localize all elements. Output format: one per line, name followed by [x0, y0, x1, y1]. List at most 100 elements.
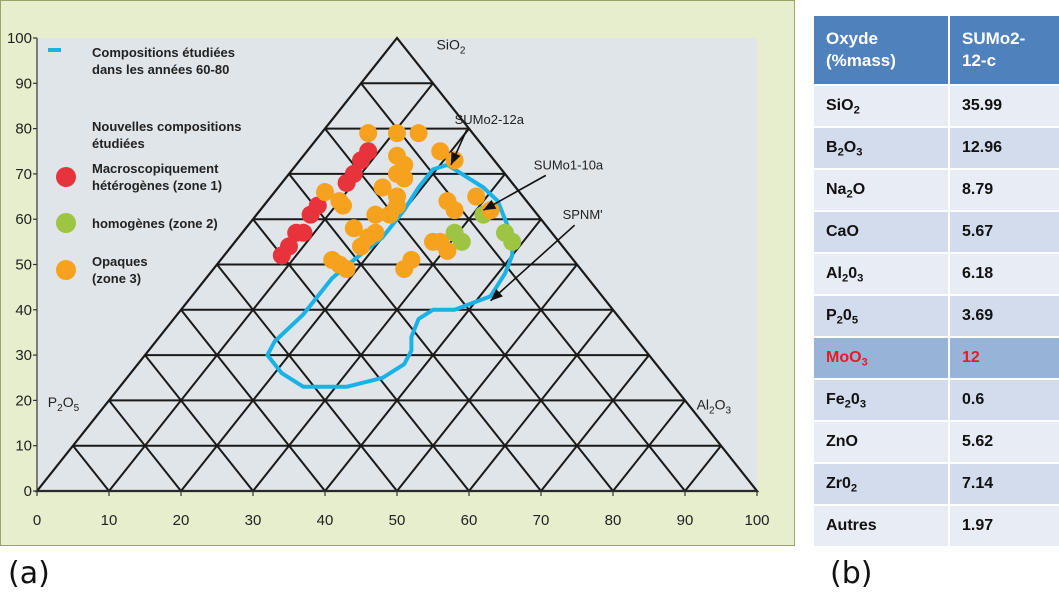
legend-swatch-green: [56, 213, 76, 233]
annotation-arrowhead: [490, 289, 503, 301]
y-tick-label: 40: [15, 302, 32, 319]
x-tick-label: 60: [461, 512, 478, 529]
legend-line-text: Compositions étudiées: [92, 45, 235, 60]
contour-60-80: [265, 162, 515, 389]
x-tick-label: 10: [101, 512, 118, 529]
grid-line-right-parallel: [72, 445, 110, 492]
x-tick-label: 80: [605, 512, 622, 529]
oxide-value-cell: 1.97: [949, 504, 1059, 546]
header-sumo2-12-c: SUMo2- 12-c: [949, 16, 1059, 85]
scatter-point: [503, 232, 522, 251]
oxide-value-cell: 5.62: [949, 420, 1059, 463]
annotation-arrow: [490, 224, 576, 302]
vertex-label-right: Al2O3: [697, 396, 732, 416]
scatter-point: [409, 124, 428, 143]
oxide-value-cell: 5.67: [949, 210, 1059, 253]
table-row: Na2O 8.79: [814, 168, 1059, 211]
y-tick-label: 10: [15, 438, 32, 455]
oxide-value-cell: 3.69: [949, 294, 1059, 337]
table-row: Autres 1.97: [814, 504, 1059, 546]
x-tick-label: 40: [317, 512, 334, 529]
y-tick-label: 50: [15, 257, 32, 274]
scatter-point: [481, 201, 500, 220]
grid-line-right-parallel: [180, 309, 326, 492]
x-tick-label: 50: [389, 512, 406, 529]
x-tick-label: 90: [677, 512, 694, 529]
y-tick-label: 100: [7, 30, 32, 47]
legend-entry-text: Opaques: [92, 254, 148, 269]
oxide-name-cell: P205: [814, 294, 950, 337]
grid-line-left-parallel: [396, 263, 578, 492]
legend-heading: étudiées: [92, 136, 145, 151]
table-row: MoO3 12: [814, 336, 1059, 379]
scatter-point: [373, 178, 392, 197]
legend-line-text: dans les années 60-80: [92, 62, 229, 77]
scatter-point: [344, 219, 363, 238]
scatter-point: [359, 142, 378, 161]
oxide-name-cell: B2O3: [814, 126, 950, 169]
scatter-point: [352, 237, 370, 256]
annotation-arrowhead: [451, 151, 461, 165]
x-tick-label: 100: [744, 512, 769, 529]
scatter-point: [402, 250, 421, 269]
grid-line-right-parallel: [324, 127, 614, 492]
y-tick-label: 80: [15, 121, 32, 138]
ternary-chart: 0 10 20 30 40 50 60 70 80 90 100 0 10 20 30 40 50 60 70 80 9…: [0, 0, 795, 546]
x-tick-label: 0: [33, 512, 41, 529]
scatter-point: [308, 196, 327, 215]
oxide-name-cell: Autres: [814, 504, 950, 546]
table-row: P205 3.69: [814, 294, 1059, 337]
oxide-value-cell: 6.18: [949, 252, 1059, 295]
y-tick-label: 70: [15, 166, 32, 183]
vertex-label-left: P2O5: [48, 394, 80, 414]
y-tick-label: 60: [15, 211, 32, 228]
oxide-name-cell: Fe203: [814, 378, 950, 421]
annotation-label: SUMo2-12a: [455, 112, 525, 127]
grid-line-left-parallel: [540, 354, 650, 492]
scatter-point: [344, 164, 363, 183]
legend-swatch-orange: [56, 260, 76, 280]
x-tick-label: 30: [245, 512, 262, 529]
oxide-composition-table: Oxyde (%mass) SUMo2- 12-c SiO2 35.99 B2O3 12.…: [814, 16, 1059, 546]
legend-heading: Nouvelles compositions: [92, 119, 242, 134]
scatter-point: [294, 223, 313, 242]
table-row: B2O3 12.96: [814, 126, 1059, 169]
scatter-point: [359, 124, 378, 143]
table-row: ZnO 5.62: [814, 420, 1059, 463]
scatter-point: [467, 187, 486, 206]
ternary-diagram: 0 10 20 30 40 50 60 70 80 90 100 0 10 20 30 40 50 60 70 80 9…: [0, 0, 795, 546]
scatter-point: [366, 223, 385, 242]
oxide-name-cell: SiO2: [814, 84, 950, 127]
grid-line-right-parallel: [360, 82, 686, 492]
table-row: Al203 6.18: [814, 252, 1059, 295]
annotation-arrowhead: [483, 199, 497, 211]
oxide-name-cell: Na2O: [814, 168, 950, 211]
scatter-point: [280, 237, 298, 256]
scatter-point: [366, 205, 385, 224]
scatter-point: [452, 232, 471, 251]
grid-line-left-parallel: [108, 82, 434, 492]
x-tick-label: 20: [173, 512, 190, 529]
header-oxyde: Oxyde (%mass): [814, 16, 950, 85]
table-body: SiO2 35.99 B2O3 12.96 Na2O 8.79 CaO 5.67 Al203 6.…: [814, 84, 1059, 546]
grid-line-left-parallel: [684, 445, 722, 492]
table-row: CaO 5.67: [814, 210, 1059, 253]
panel-label-b: (b): [830, 556, 873, 591]
oxide-value-cell: 35.99: [949, 84, 1059, 127]
grid-line-right-parallel: [144, 354, 254, 492]
oxide-value-cell: 12.96: [949, 126, 1059, 169]
vertex-label-top: SiO2: [437, 36, 466, 56]
table-row: SiO2 35.99: [814, 84, 1059, 127]
y-tick-label: 30: [15, 347, 32, 364]
grid-line-right-parallel: [252, 218, 470, 492]
scatter-point: [438, 192, 457, 211]
y-tick-label: 90: [15, 75, 32, 92]
grid-line-right-parallel: [108, 399, 182, 492]
annotation-label: SPNM': [563, 207, 603, 222]
table-row: Fe203 0.6: [814, 378, 1059, 421]
legend-entry-text: Macroscopiquement: [92, 161, 219, 176]
oxide-value-cell: 7.14: [949, 462, 1059, 505]
grid-line-left-parallel: [252, 173, 506, 492]
scatter-point: [431, 142, 450, 161]
scatter-point: [316, 183, 334, 202]
